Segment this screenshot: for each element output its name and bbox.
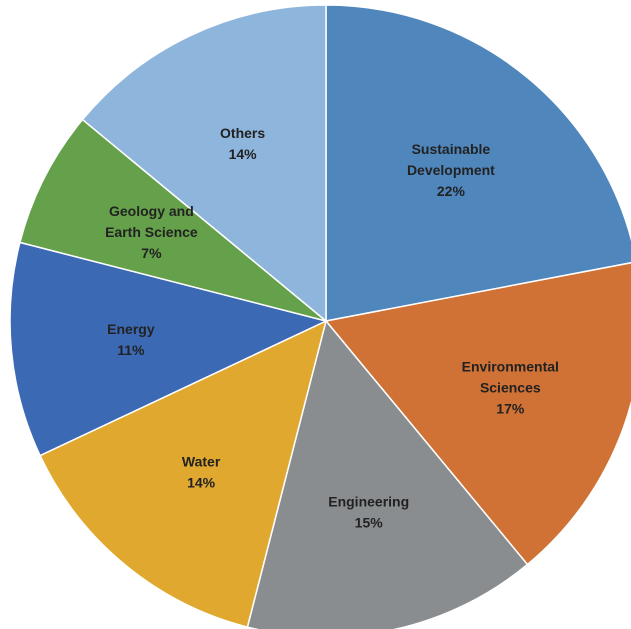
- pie-slice: [324, 262, 631, 566]
- pie-slice: [81, 4, 327, 323]
- slice-label: Sustainable Development 22%: [407, 141, 495, 199]
- slice-value-label: 11%: [117, 342, 145, 358]
- slice-label: Geology and Earth Science 7%: [105, 203, 198, 261]
- pie-slice: [246, 319, 529, 629]
- slice-label: Others 14%: [220, 125, 265, 162]
- pie-slice: [325, 4, 631, 322]
- slice-value-label: 7%: [141, 245, 162, 261]
- slice-category-label: Engineering: [328, 494, 409, 510]
- pie-slice: [19, 118, 327, 322]
- slice-category-label: Energy: [107, 321, 155, 337]
- slice-label: Environmental Sciences 17%: [462, 358, 559, 416]
- slice-value-label: 22%: [437, 183, 466, 199]
- slice-value-label: 14%: [187, 475, 216, 491]
- pie-slice: [39, 319, 328, 628]
- slice-category-label: Development: [407, 162, 495, 178]
- slice-value-label: 17%: [496, 400, 525, 416]
- slice-category-label: Geology and: [109, 203, 194, 219]
- slice-value-label: 14%: [229, 146, 258, 162]
- pie-slice: [9, 241, 329, 457]
- slice-value-label: 15%: [355, 515, 384, 531]
- slice-label: Energy 11%: [107, 321, 155, 358]
- slice-category-label: Sciences: [480, 379, 541, 395]
- slice-category-label: Environmental: [462, 358, 559, 374]
- slice-label: Water 14%: [182, 454, 221, 491]
- slice-category-label: Earth Science: [105, 224, 198, 240]
- pie-labels: Sustainable Development 22% Environmental Sc…: [105, 125, 559, 531]
- slice-category-label: Water: [182, 454, 221, 470]
- slice-category-label: Sustainable: [412, 141, 491, 157]
- slice-category-label: Others: [220, 125, 265, 141]
- pie-slices: [9, 4, 631, 629]
- slice-label: Engineering 15%: [328, 494, 409, 531]
